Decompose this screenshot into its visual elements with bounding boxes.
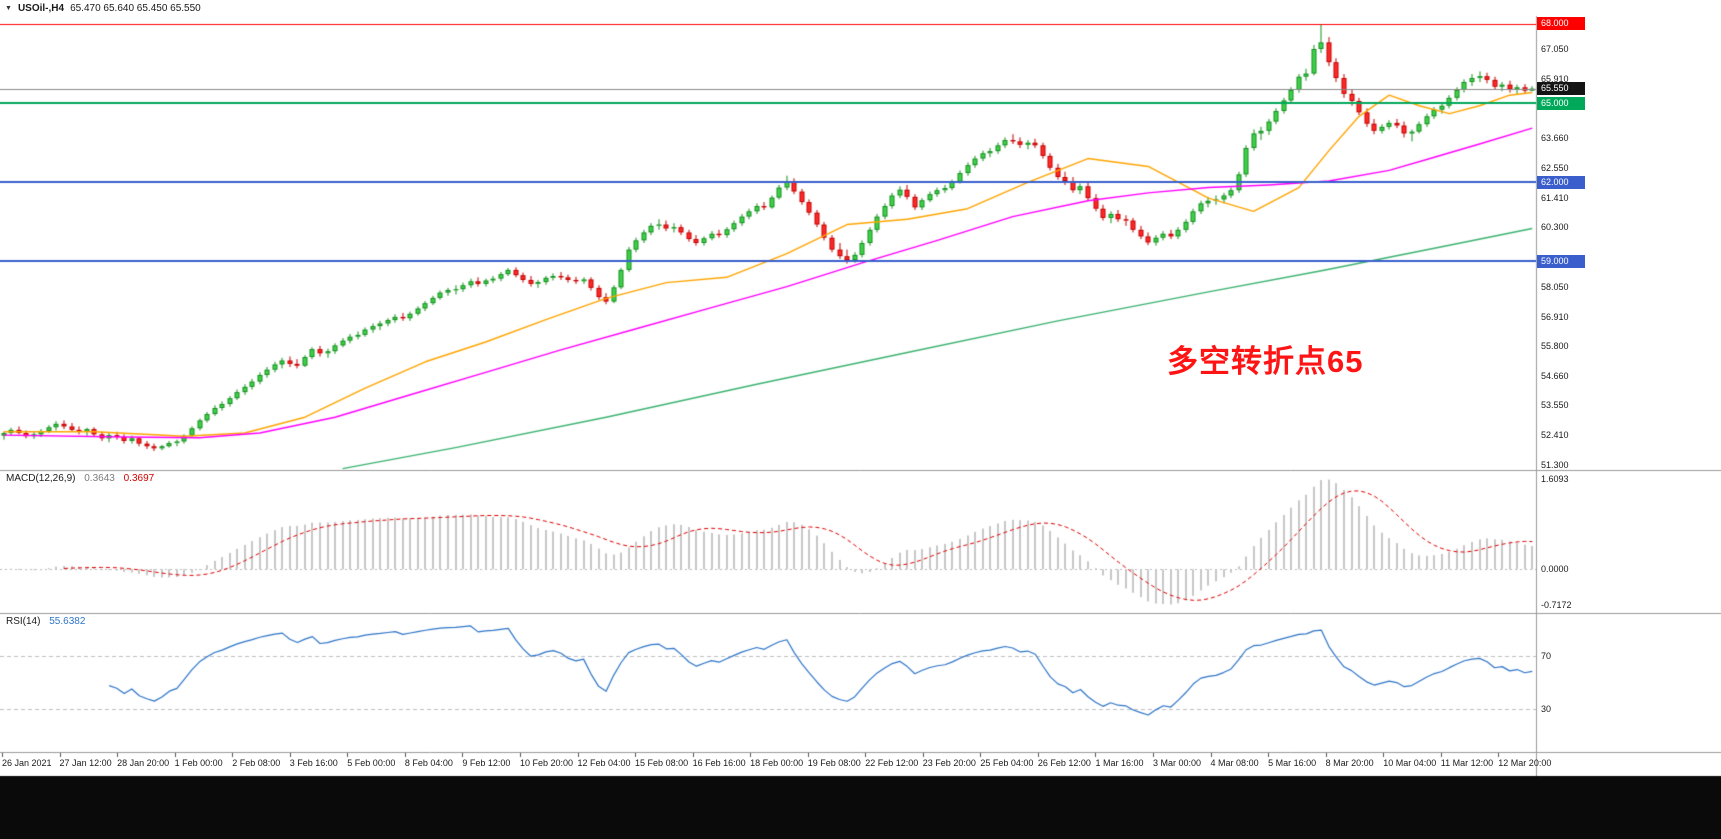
time-axis[interactable]: [0, 753, 1537, 776]
price-axis[interactable]: [1537, 16, 1721, 752]
rsi-axis-30-label: 30: [1541, 703, 1552, 714]
macd-axis-zero-label: 0.0000: [1541, 564, 1569, 575]
macd-axis-min-label: -0.7172: [1541, 600, 1572, 610]
macd-axis-max-label: 1.6093: [1541, 474, 1569, 484]
rsi-axis-70-label: 70: [1541, 651, 1552, 662]
one-click-trading-icon[interactable]: ▼: [5, 4, 12, 12]
